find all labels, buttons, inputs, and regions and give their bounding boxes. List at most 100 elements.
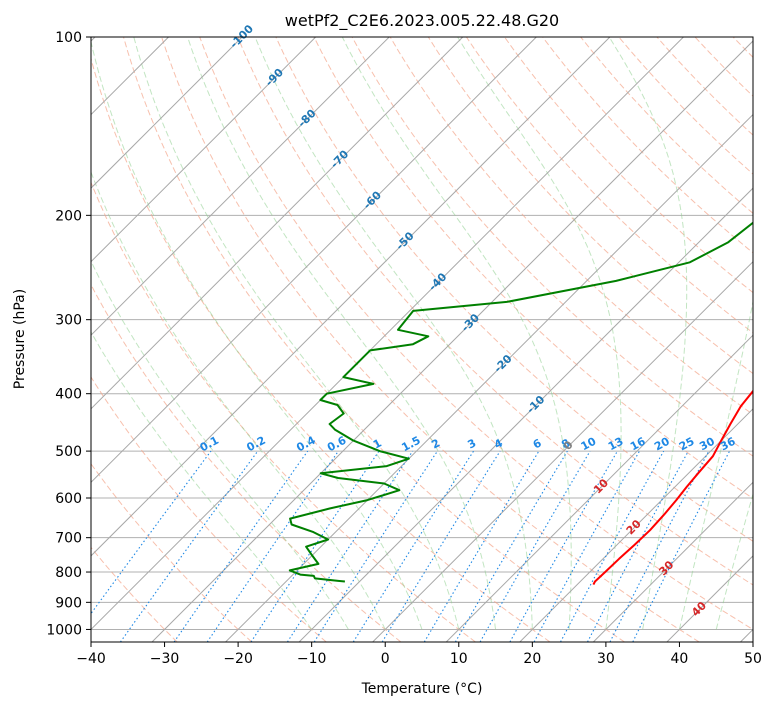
y-tick-label: 500 <box>55 444 82 460</box>
x-tick-label: 30 <box>597 651 615 667</box>
dry-adiabat <box>504 37 753 294</box>
moist-adiabat <box>91 39 423 630</box>
y-tick-label: 800 <box>55 565 82 581</box>
moist-adiabat <box>91 330 313 630</box>
x-tick-label: 0 <box>381 651 390 667</box>
y-tick-label: 1000 <box>46 622 82 638</box>
dry-adiabat <box>91 56 551 642</box>
mixing-ratio-label: 20 <box>652 435 672 454</box>
x-tick-label: 10 <box>450 651 468 667</box>
grid-lines <box>91 37 775 642</box>
x-tick-label: −30 <box>150 651 180 667</box>
mixing-ratio-label: 16 <box>628 435 648 454</box>
dry-adiabat <box>275 37 753 542</box>
x-tick-label: 50 <box>744 651 762 667</box>
isotherm-line <box>91 37 390 336</box>
dry-adiabat <box>618 37 753 175</box>
dry-adiabat <box>237 37 753 586</box>
isotherm-line <box>91 37 537 484</box>
y-axis-label: Pressure (hPa) <box>12 289 28 389</box>
x-tick-label: −20 <box>223 651 253 667</box>
dry-adiabat <box>123 37 625 642</box>
sounding-traces <box>288 221 753 586</box>
dry-adiabat <box>91 376 327 642</box>
y-tick-label: 100 <box>55 30 82 46</box>
y-tick-label: 900 <box>55 595 82 611</box>
isotherm-line <box>91 37 684 631</box>
moist-adiabat <box>341 37 572 630</box>
moist-adiabat <box>457 37 622 630</box>
mixing-ratio-line <box>206 450 339 642</box>
mixing-ratio-label: 13 <box>606 435 626 454</box>
mixing-ratio-label: 30 <box>697 435 717 454</box>
x-tick-label: 40 <box>671 651 689 667</box>
moist-adiabat <box>91 260 349 630</box>
moist-adiabat <box>678 298 753 630</box>
x-tick-label: −10 <box>297 651 327 667</box>
plot-frame <box>90 36 754 643</box>
y-tick-label: 300 <box>55 313 82 329</box>
mixing-ratio-line <box>381 450 501 642</box>
dry-adiabat <box>694 37 753 97</box>
mixing-ratio-label: 3 <box>466 436 479 451</box>
mixing-ratio-label: 4 <box>492 436 505 451</box>
moist-adiabat <box>715 492 753 630</box>
isotherm-line <box>151 40 753 642</box>
y-tick-label: 400 <box>55 387 82 403</box>
moist-adiabat <box>91 170 386 630</box>
x-tick-label: −40 <box>76 651 106 667</box>
dry-adiabat <box>580 37 753 214</box>
dry-adiabat <box>389 37 753 416</box>
y-tick-label: 700 <box>55 531 82 547</box>
mixing-ratio-line <box>91 450 212 615</box>
mixing-ratio-label: 25 <box>677 435 697 454</box>
mixing-ratio-label: 2 <box>429 436 442 451</box>
dry-adiabat <box>91 463 253 642</box>
dry-adiabat <box>771 37 775 642</box>
mixing-ratio-label: 10 <box>579 435 599 454</box>
y-tick-label: 600 <box>55 491 82 507</box>
moist-adiabat <box>254 37 533 630</box>
mixing-ratio-label: 6 <box>531 436 544 451</box>
mixing-ratio-line <box>479 450 591 642</box>
mixing-ratio-line <box>119 450 259 642</box>
isotherm-line <box>91 37 611 557</box>
mixing-ratio-line <box>560 450 665 642</box>
mixing-ratio-line <box>173 450 309 642</box>
isotherm-label: 10 <box>591 476 611 496</box>
x-tick-label: 20 <box>523 651 541 667</box>
y-tick-label: 200 <box>55 208 82 224</box>
isotherm-line <box>519 408 753 642</box>
isotherm-line <box>372 260 753 642</box>
mixing-ratio-line <box>423 450 540 642</box>
x-axis-label: Temperature (°C) <box>361 681 483 697</box>
isotherm-label: -80 <box>295 107 318 130</box>
isotherm-line <box>91 37 464 410</box>
mixing-ratio-line <box>509 450 618 642</box>
isotherm-line <box>666 555 753 642</box>
temperature-trace <box>592 389 753 586</box>
mixing-ratio-line <box>352 450 475 642</box>
dry-adiabat <box>351 37 753 457</box>
dry-adiabat <box>91 283 402 642</box>
moist-adiabat <box>187 37 497 630</box>
isotherm-label: 20 <box>624 517 644 537</box>
isopleth-labels: 0.1 0.2 0.4 0.6 1 1.5 2 3 4 6 8 10 13 16 20 25 30 36-100-… <box>198 22 738 619</box>
isotherm-line <box>298 187 753 642</box>
isotherm-line <box>91 37 243 189</box>
axes: −40 −30 −20 −10 0 10 20 30 40 50 100 200 300 400 500 60… <box>46 30 762 667</box>
mixing-ratio-label: 36 <box>718 435 738 454</box>
dry-adiabat <box>91 181 476 642</box>
dry-adiabat <box>313 37 753 500</box>
mixing-ratio-line <box>313 450 438 642</box>
mixing-ratio-line <box>533 450 640 642</box>
dry-adiabat <box>427 37 753 375</box>
chart-title: wetPf2_C2E6.2023.005.22.48.G20 <box>285 11 559 31</box>
dewpoint-trace <box>288 221 753 583</box>
isotherm-line <box>91 37 317 263</box>
moist-adiabat <box>608 37 688 630</box>
isotherm-line <box>592 481 753 642</box>
mixing-ratio-line <box>454 450 568 642</box>
isotherm-line <box>225 113 753 642</box>
